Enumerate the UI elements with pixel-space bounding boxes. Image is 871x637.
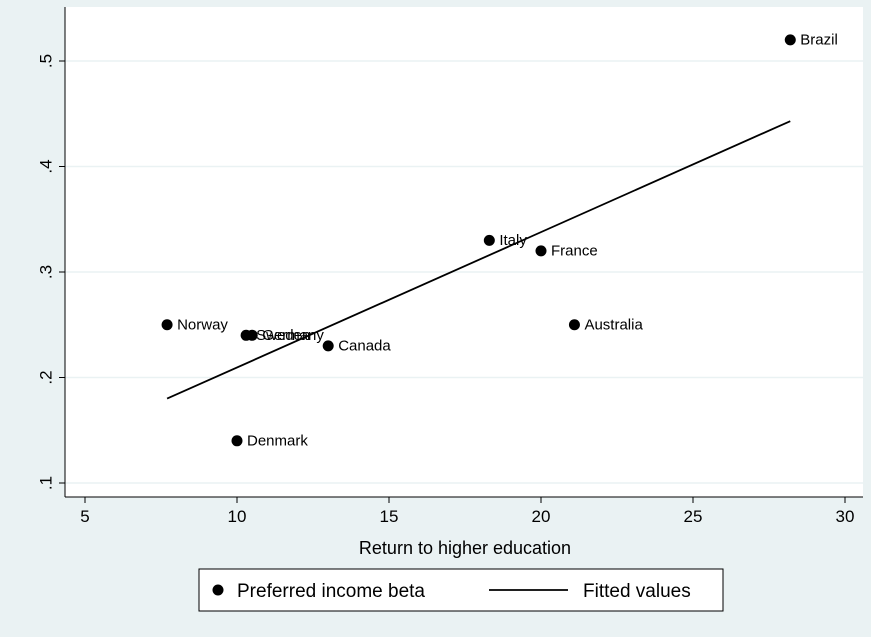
legend-label-fitted-values: Fitted values — [583, 581, 691, 602]
point-canada — [322, 340, 334, 352]
axes: .1 .2 .3 .4 .5 5 10 15 20 25 30 — [37, 7, 863, 526]
fitted-line-group — [166, 120, 791, 400]
point-label-australia: Australia — [584, 316, 643, 333]
point-italy — [483, 234, 495, 246]
point-brazil — [784, 34, 796, 46]
x-tick-label-3: 20 — [532, 507, 551, 526]
y-tick-label-2: .3 — [37, 265, 56, 279]
plot-area — [65, 7, 863, 497]
point-label-sweden: Sweden — [256, 327, 310, 344]
point-germany — [246, 329, 258, 341]
x-tick-label-4: 25 — [684, 507, 703, 526]
y-tick-label-3: .4 — [37, 159, 56, 173]
x-tick-label-2: 15 — [380, 507, 399, 526]
data-points: Brazil Italy France Norway Australia SwedenGe… — [161, 31, 838, 449]
y-tick-label-4: .5 — [37, 54, 56, 68]
point-australia — [568, 319, 580, 331]
legend-label-preferred-income-beta: Preferred income beta — [237, 581, 425, 602]
point-label-germany: Germany — [262, 327, 324, 344]
y-tick-label-1: .2 — [37, 370, 56, 384]
y-tick-label-0: .1 — [37, 476, 56, 490]
point-denmark — [231, 435, 243, 447]
point-label-norway: Norway — [177, 316, 228, 333]
gridlines — [65, 60, 863, 484]
x-tick-label-5: 30 — [836, 507, 855, 526]
point-label-canada: Canada — [338, 337, 391, 354]
x-tick-label-1: 10 — [228, 507, 247, 526]
point-norway — [161, 319, 173, 331]
legend: Preferred income beta Fitted values — [198, 568, 724, 612]
point-france — [535, 245, 547, 257]
legend-box — [198, 568, 724, 612]
point-label-denmark: Denmark — [247, 432, 308, 449]
legend-marker-point — [212, 584, 224, 596]
point-label-france: France — [551, 242, 598, 259]
x-tick-label-0: 5 — [80, 507, 89, 526]
x-axis-title: Return to higher education — [359, 538, 571, 558]
point-label-brazil: Brazil — [800, 31, 838, 48]
point-label-italy: Italy — [499, 232, 527, 249]
fitted-values-line — [166, 120, 791, 400]
